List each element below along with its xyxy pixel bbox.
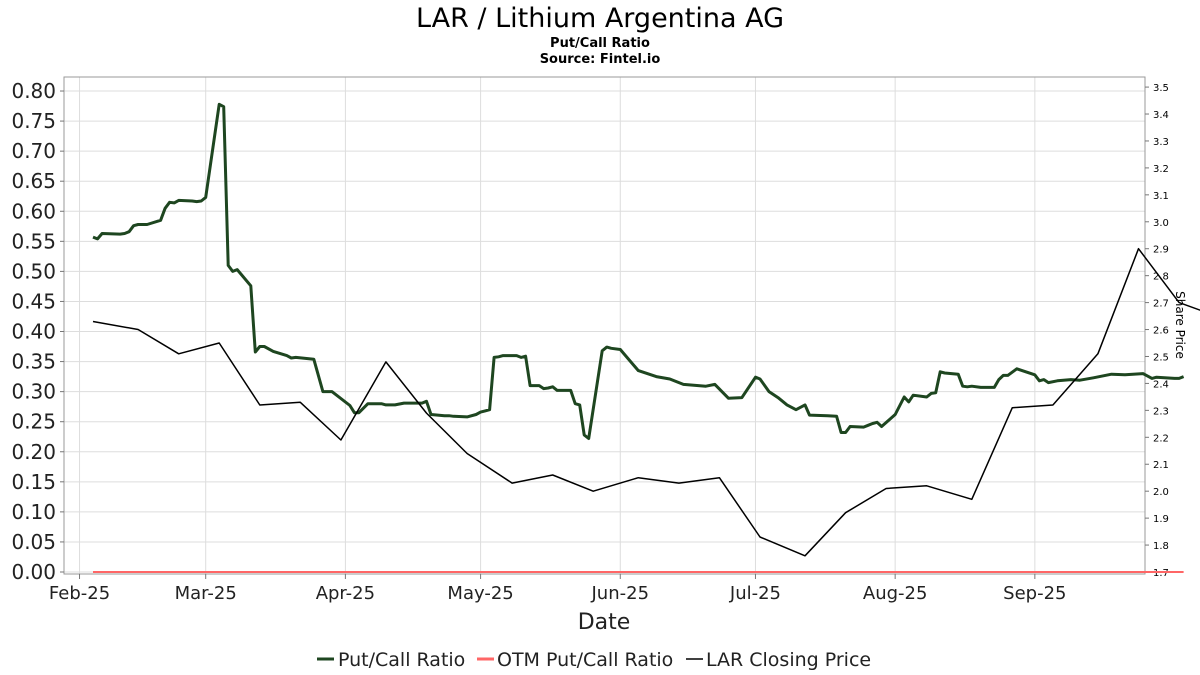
chart-title: LAR / Lithium Argentina AG xyxy=(416,3,784,34)
left-axis-ticks: 0.00 0.05 0.10 0.15 0.20 0.25 0.30 0.35 0.40 0.45… xyxy=(11,79,64,584)
y2-tick-label: 3.3 xyxy=(1153,137,1169,148)
y2-tick-label: 1.8 xyxy=(1153,541,1169,552)
y-tick-label: 0.60 xyxy=(11,199,56,223)
y-tick-label: 0.25 xyxy=(11,410,56,434)
y2-tick-label: 3.1 xyxy=(1153,191,1169,202)
y2-tick-label: 1.9 xyxy=(1153,514,1169,525)
x-tick-label: Feb-25 xyxy=(49,583,110,604)
plot-frame xyxy=(63,76,1146,575)
y-tick-label: 0.70 xyxy=(11,139,56,163)
y-tick-label: 0.65 xyxy=(11,169,56,193)
y-tick-label: 0.30 xyxy=(11,380,56,404)
x-axis-ticks: Feb-25 Mar-25 Apr-25 May-25 Jun-25 Jul-25 Aug-… xyxy=(49,574,1067,604)
x-tick-label: Mar-25 xyxy=(175,583,237,604)
y2-tick-label: 2.4 xyxy=(1153,379,1169,390)
legend-label-put-call: Put/Call Ratio xyxy=(338,649,465,671)
y-tick-label: 0.55 xyxy=(11,229,56,253)
series-lines xyxy=(92,102,1200,573)
chart-subtitle: Put/Call Ratio xyxy=(550,36,650,51)
y2-tick-label: 2.8 xyxy=(1153,272,1169,283)
legend: Put/Call Ratio OTM Put/Call Ratio LAR Cl… xyxy=(317,649,871,671)
y-tick-label: 0.50 xyxy=(11,259,56,283)
y-tick-label: 0.35 xyxy=(11,350,56,374)
y2-tick-label: 3.4 xyxy=(1153,110,1169,121)
y-tick-label: 0.00 xyxy=(11,560,56,584)
y-tick-label: 0.45 xyxy=(11,289,56,313)
y-tick-label: 0.80 xyxy=(11,79,56,103)
x-tick-label: Jun-25 xyxy=(591,583,650,604)
x-tick-label: Apr-25 xyxy=(316,583,375,604)
y2-tick-label: 2.7 xyxy=(1153,299,1169,310)
closing-price-line xyxy=(92,247,1200,557)
right-axis-ticks: 1.7 1.8 1.9 2.0 2.1 2.2 2.3 2.4 2.5 2.6 2.7 2.8 2.9 3… xyxy=(1145,83,1169,579)
y-tick-label: 0.40 xyxy=(11,320,56,344)
y2-tick-label: 2.3 xyxy=(1153,406,1169,417)
y-tick-label: 0.75 xyxy=(11,109,56,133)
x-tick-label: Jul-25 xyxy=(729,583,781,604)
y2-tick-label: 3.0 xyxy=(1153,218,1169,229)
legend-label-otm-put-call: OTM Put/Call Ratio xyxy=(497,649,673,671)
y2-tick-label: 3.5 xyxy=(1153,83,1169,94)
y-tick-label: 0.05 xyxy=(11,530,56,554)
y2-tick-label: 2.6 xyxy=(1153,326,1169,337)
x-tick-label: May-25 xyxy=(447,583,513,604)
put-call-ratio-line xyxy=(92,102,1185,440)
y2-tick-label: 2.9 xyxy=(1153,245,1169,256)
x-tick-label: Sep-25 xyxy=(1003,583,1066,604)
legend-label-closing-price: LAR Closing Price xyxy=(706,649,871,671)
x-axis-label: Date xyxy=(578,610,631,635)
right-axis-label: Share Price xyxy=(1173,291,1187,359)
y2-tick-label: 2.2 xyxy=(1153,433,1169,444)
y2-tick-label: 2.5 xyxy=(1153,352,1169,363)
y-tick-label: 0.10 xyxy=(11,500,56,524)
x-tick-label: Aug-25 xyxy=(863,583,928,604)
y2-tick-label: 1.7 xyxy=(1153,568,1169,579)
y2-tick-label: 2.1 xyxy=(1153,460,1169,471)
y-tick-label: 0.15 xyxy=(11,470,56,494)
y2-tick-label: 2.0 xyxy=(1153,487,1169,498)
chart-source: Source: Fintel.io xyxy=(540,52,661,67)
y2-tick-label: 3.2 xyxy=(1153,164,1169,175)
grid-lines xyxy=(64,77,1145,574)
y-tick-label: 0.20 xyxy=(11,440,56,464)
